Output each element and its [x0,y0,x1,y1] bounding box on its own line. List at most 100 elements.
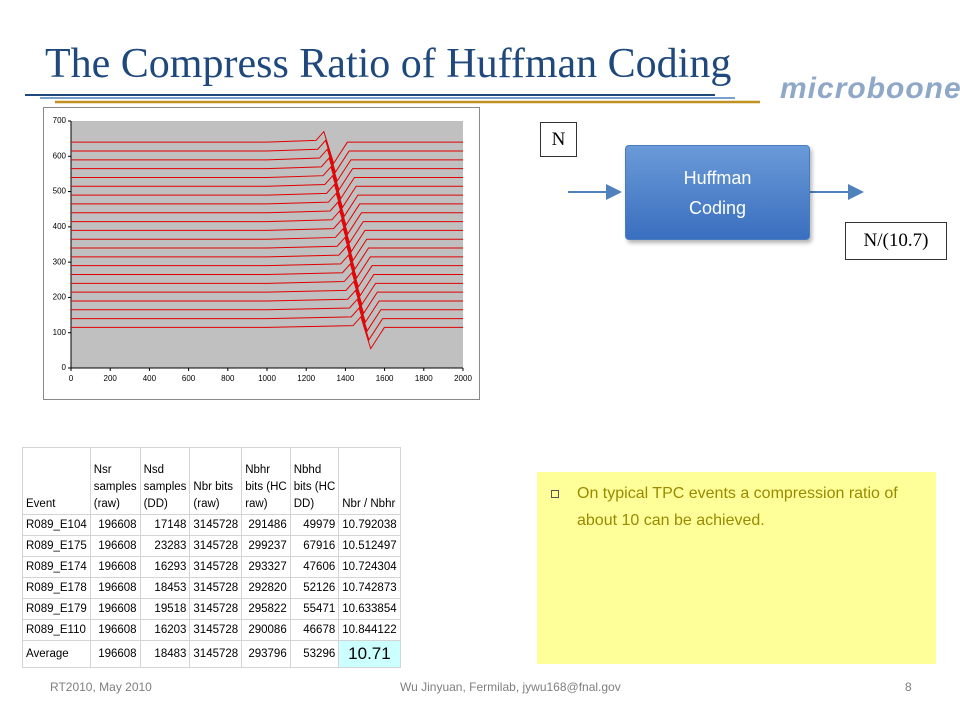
cell: 3145728 [189,556,243,578]
trace [71,139,463,174]
average-cell: 3145728 [189,640,243,668]
cell: R089_E174 [22,556,91,578]
header-line: DD) [293,498,315,510]
cell: 291486 [241,514,291,536]
header-cell: Nbr bits (raw) [189,447,243,515]
average-cell: 293796 [241,640,291,668]
cell: R089_E178 [22,577,91,599]
average-cell: 18483 [139,640,191,668]
header-cell: Nbhd bits (HC DD) [289,447,340,515]
header-line: Nbhr [245,464,271,476]
cell: 47606 [289,556,340,578]
x-tick-label: 2000 [454,374,472,383]
header-line: Nsr [93,464,112,476]
huffman-block: Huffman Coding [625,145,810,240]
cell: R089_E110 [22,619,91,641]
header-cell: Nbr / Nbhr [338,447,401,515]
cell: 18453 [139,577,191,599]
cell: 10.844122 [338,619,401,641]
y-tick-label: 700 [53,116,67,125]
arrows [568,184,864,200]
header-line: (raw) [93,498,120,510]
cell: 46678 [289,619,340,641]
note-text: On typical TPC events a compression rati… [577,485,898,529]
average-cell: 196608 [89,640,141,668]
cell: 67916 [289,535,340,557]
header-line: (DD) [143,498,168,510]
x-tick-label: 1200 [297,374,315,383]
trace [71,280,463,315]
ratio-table: Event Nsr samples (raw) Nsd samples (DD) Nbr bi… [22,447,401,668]
trace [71,307,463,341]
cell: 10.512497 [338,535,401,557]
bullet [551,490,559,498]
header-line: raw) [245,498,268,510]
cell: 3145728 [189,577,243,599]
cell: 55471 [289,598,340,620]
header-line: Nbr bits [193,481,234,493]
cell: 196608 [89,577,141,599]
header-row: Event Nsr samples (raw) Nsd samples (DD) Nbr bi… [22,447,401,515]
block-label: Huffman [683,167,752,188]
output-box: N/(10.7) [845,222,947,260]
y-tick-label: 300 [53,257,67,266]
x-tick-label: 1800 [415,374,433,383]
trace [71,289,463,324]
plot-area [71,121,463,368]
header-cell: Nsr samples (raw) [89,447,141,515]
page-number: 8 [905,680,912,694]
trace [71,130,463,165]
header-line: samples [93,481,137,493]
header-line: (raw) [193,498,220,510]
cell: 49979 [289,514,340,536]
cell: 299237 [241,535,291,557]
cell: R089_E175 [22,535,91,557]
trace [71,209,463,244]
cell: 196608 [89,598,141,620]
cell: 293327 [241,556,291,578]
average-cell: 10.71 [338,640,401,668]
slide-title: The Compress Ratio of Huffman Coding [45,41,732,87]
cell: 290086 [241,619,291,641]
trace [71,245,463,280]
logo: microboone [780,72,960,105]
cell: 295822 [241,598,291,620]
x-tick-label: 200 [104,374,118,383]
x-tick-label: 0 [69,374,74,383]
cell: 196608 [89,619,141,641]
data-row: R089_E174 196608 16293 3145728 293327 47606 10… [22,556,401,578]
cell: 23283 [139,535,191,557]
average-cell: 53296 [289,640,340,668]
cell: 10.792038 [338,514,401,536]
data-row: R089_E178 196608 18453 3145728 292820 52126 10… [22,577,401,599]
x-tick-label: 1000 [258,374,276,383]
header-line: Nsd [143,464,165,476]
data-row: R089_E179 196608 19518 3145728 295822 55471 10… [22,598,401,620]
header-line: Nbr / Nbhr [342,498,396,510]
trace [71,183,463,218]
trace [71,298,463,333]
cell: 16203 [139,619,191,641]
trace [71,148,463,183]
header-line: Nbhd [293,464,322,476]
cell: 10.742873 [338,577,401,599]
trace [71,192,463,227]
x-tick-label: 800 [221,374,235,383]
cell: 3145728 [189,598,243,620]
data-row: R089_E104 196608 17148 3145728 291486 49979 10… [22,514,401,536]
block-label: Coding [688,197,747,218]
y-tick-label: 500 [53,187,67,196]
cell: 196608 [89,535,141,557]
trace [71,218,463,253]
cell: 292820 [241,577,291,599]
cell: 10.724304 [338,556,401,578]
y-tick-label: 200 [53,293,67,302]
cell: 196608 [89,556,141,578]
data-row: R089_E175 196608 23283 3145728 299237 67916 10… [22,535,401,557]
y-tick-label: 600 [53,151,67,160]
footer-left: RT2010, May 2010 [50,680,152,694]
y-tick-label: 0 [62,363,67,372]
trace [71,236,463,271]
cell: 3145728 [189,514,243,536]
trace [71,201,463,236]
